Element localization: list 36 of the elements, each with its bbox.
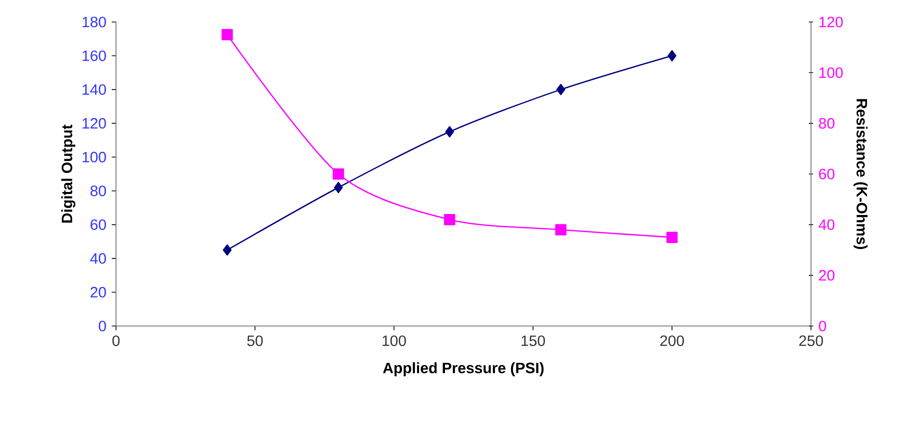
point: [556, 84, 566, 96]
y-tick-label: 60: [90, 219, 106, 230]
x-tick-label: 150: [522, 335, 545, 346]
y-tick-label: 100: [82, 152, 106, 162]
y2-tick-label: 20: [819, 270, 834, 281]
x-tick-label: 200: [660, 335, 684, 346]
point: [332, 168, 344, 180]
y-tick-label: 140: [82, 84, 106, 95]
x-axis-title: Applied Pressure (PSI): [383, 362, 544, 376]
y-tick-label: 180: [82, 16, 106, 28]
y2-tick-label: 80: [818, 118, 834, 129]
x-tick-label: 0: [112, 335, 120, 346]
y2-tick-label: 40: [818, 219, 834, 230]
point: [555, 224, 566, 236]
point: [334, 182, 343, 194]
y2-tick-label: 60: [819, 168, 834, 180]
point: [444, 214, 456, 226]
point: [222, 29, 233, 40]
y-axis-title: Digital Output: [61, 124, 76, 223]
y-tick-label: 20: [90, 286, 106, 298]
y-tick-label: 80: [90, 186, 106, 196]
y-tick-label: 0: [98, 320, 106, 332]
x-tick-label: 250: [799, 335, 823, 346]
point: [668, 50, 676, 62]
point: [666, 232, 678, 243]
y2-tick-label: 100: [819, 67, 843, 78]
y-tick-label: 120: [82, 118, 106, 129]
y-tick-label: 40: [90, 253, 106, 264]
y2-axis-title: Resistance (K-Ohms): [854, 99, 868, 250]
x-tick-label: 100: [382, 335, 406, 346]
y-tick-label: 160: [82, 50, 106, 62]
point: [445, 126, 454, 138]
y2-tick-label: 120: [819, 16, 843, 28]
y2-tick-label: 0: [818, 320, 826, 332]
x-tick-label: 50: [247, 335, 263, 346]
point: [222, 244, 232, 256]
